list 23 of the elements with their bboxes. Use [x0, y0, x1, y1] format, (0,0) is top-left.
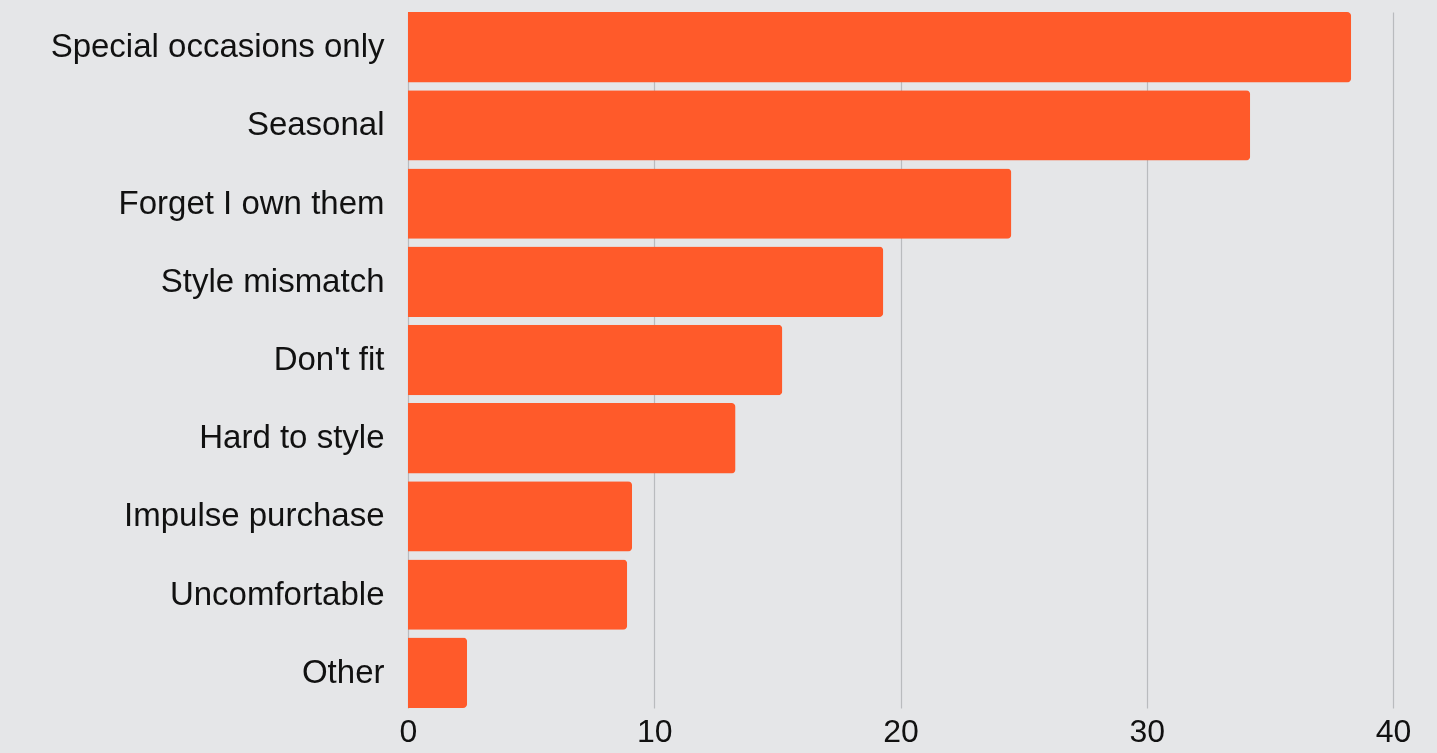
y-tick-label: Hard to style	[199, 418, 385, 456]
y-tick-label: Impulse purchase	[124, 496, 385, 534]
x-tick-label: 20	[883, 712, 919, 749]
y-tick-label: Forget I own them	[118, 183, 385, 221]
bar	[408, 12, 1352, 83]
y-tick-label: Other	[301, 652, 385, 690]
x-tick-label: 0	[399, 712, 418, 749]
bar	[408, 246, 884, 317]
bar	[408, 481, 633, 552]
bar	[408, 90, 1251, 161]
x-tick-label: 40	[1375, 712, 1412, 749]
bar	[408, 637, 468, 708]
bar	[408, 168, 1012, 239]
y-tick-label: Don't fit	[273, 340, 385, 377]
x-tick-label: 10	[636, 712, 673, 749]
y-tick-label: Special occasions only	[50, 27, 385, 65]
bar	[408, 559, 628, 630]
y-tick-label: Style mismatch	[160, 261, 385, 299]
bar	[408, 403, 736, 474]
x-tick-label: 30	[1129, 712, 1166, 749]
y-tick-label: Uncomfortable	[169, 574, 385, 612]
bar	[408, 324, 783, 396]
y-tick-label: Seasonal	[246, 105, 385, 143]
